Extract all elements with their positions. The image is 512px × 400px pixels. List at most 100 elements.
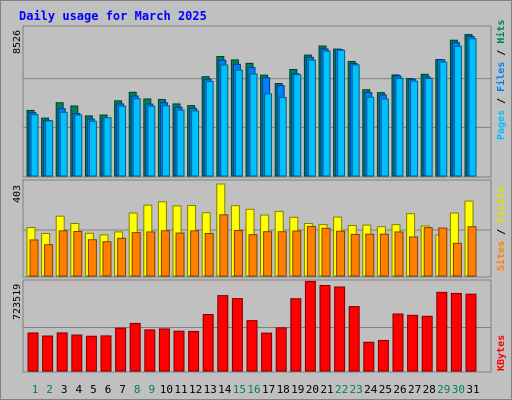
kbytes-bar — [246, 320, 258, 372]
sites-bar — [44, 244, 54, 277]
sites-bar — [292, 230, 302, 277]
sites-legend-label: Sites — [495, 241, 507, 271]
kbytes-bar — [363, 341, 375, 372]
day-label: 4 — [75, 383, 82, 396]
pages-bar — [264, 93, 273, 177]
kbytes-bar — [85, 335, 97, 372]
day-label: 15 — [233, 383, 246, 396]
kbytes-bar — [304, 280, 316, 372]
pages-bar — [453, 45, 462, 177]
sites-bar — [409, 236, 419, 277]
pages-bar — [380, 98, 389, 177]
kbytes-bar — [290, 298, 302, 372]
sites-bar — [58, 230, 68, 277]
sites-bar — [452, 242, 462, 277]
kbytes-bar — [319, 285, 331, 372]
kbytes-legend-label: KBytes — [496, 335, 507, 371]
pages-bar — [322, 50, 331, 177]
sites-bar — [438, 227, 448, 277]
pages-bar — [191, 110, 200, 177]
pages-bar — [147, 105, 156, 177]
pages-bar — [293, 74, 302, 177]
kbytes-bar — [100, 335, 112, 372]
day-label: 29 — [437, 383, 450, 396]
day-label: 30 — [452, 383, 465, 396]
visits-legend-label: Visits — [495, 187, 507, 223]
kbytes-bar — [144, 329, 156, 372]
kbytes-bar — [129, 322, 141, 372]
day-label: 31 — [466, 383, 479, 396]
kbytes-bar — [261, 332, 273, 372]
kbytes-bar — [392, 313, 404, 372]
sites-bar — [87, 239, 97, 277]
day-label: 16 — [247, 383, 260, 396]
kbytes-bar — [377, 339, 389, 372]
hits-panel: 8526 Pages / Files / Hits — [12, 20, 507, 178]
sites-bar — [73, 230, 83, 277]
pages-bar — [278, 96, 287, 177]
pages-bar — [234, 69, 243, 177]
kbytes-bar — [188, 330, 200, 372]
kbytes-bar — [275, 327, 287, 372]
sites-bar — [336, 230, 346, 277]
pages-legend-label: Pages — [496, 110, 507, 140]
sites-bar — [146, 231, 156, 277]
sites-bar — [394, 231, 404, 277]
kbytes-panel-legend: KBytes — [496, 335, 507, 371]
kbytes-bar — [158, 328, 170, 372]
day-label: 1 — [32, 383, 39, 396]
sites-bar — [306, 225, 316, 277]
day-axis-labels: 1 2 3 4 5 6 7 8 9 10 11 12 13 14 15 16 17 18 19 20 21 22 23 24 2… — [32, 383, 480, 396]
sites-bar — [423, 227, 433, 277]
kbytes-bar — [334, 286, 346, 372]
sites-bar — [321, 227, 331, 277]
pages-bar — [74, 114, 83, 177]
day-label: 26 — [393, 383, 406, 396]
sites-bar — [277, 231, 287, 277]
day-label: 25 — [379, 383, 392, 396]
hits-legend-label: Hits — [495, 20, 507, 44]
day-label: 5 — [90, 383, 97, 396]
kbytes-bar — [71, 334, 83, 372]
day-label: 20 — [306, 383, 319, 396]
pages-bar — [366, 96, 375, 177]
pages-bar — [103, 117, 112, 177]
pages-bar — [45, 120, 54, 177]
pages-bar — [351, 64, 360, 177]
pages-bar — [118, 105, 127, 177]
kbytes-bar — [421, 315, 433, 372]
day-label: 18 — [277, 383, 290, 396]
pages-bar — [337, 49, 346, 177]
sites-bar — [233, 230, 243, 277]
day-label: 19 — [291, 383, 304, 396]
kbytes-bar — [202, 313, 214, 372]
sites-bar — [219, 214, 229, 277]
sites-bar — [350, 233, 360, 277]
sites-bar — [365, 233, 375, 277]
pages-bar — [249, 73, 258, 177]
pages-bar — [220, 64, 229, 177]
sites-bar — [190, 230, 200, 277]
day-label: 9 — [148, 383, 155, 396]
kbytes-bar — [436, 291, 448, 372]
day-label: 23 — [350, 383, 363, 396]
sites-bar — [467, 226, 477, 277]
day-label: 14 — [218, 383, 232, 396]
kbytes-bar — [465, 293, 477, 372]
pages-bar — [410, 80, 419, 177]
day-label: 17 — [262, 383, 275, 396]
day-label: 24 — [364, 383, 378, 396]
day-label: 8 — [134, 383, 141, 396]
visits-panel: 403 Sites / Visits — [12, 179, 507, 278]
day-label: 12 — [189, 383, 202, 396]
kbytes-bar — [450, 292, 462, 372]
sites-bar — [102, 241, 112, 277]
day-label: 10 — [160, 383, 173, 396]
kbytes-bar — [115, 327, 127, 372]
pages-bar — [307, 59, 316, 177]
day-label: 21 — [320, 383, 333, 396]
pages-bar — [205, 80, 214, 177]
kbytes-panel: 723519 KBytes — [12, 279, 507, 373]
day-label: 6 — [105, 383, 112, 396]
